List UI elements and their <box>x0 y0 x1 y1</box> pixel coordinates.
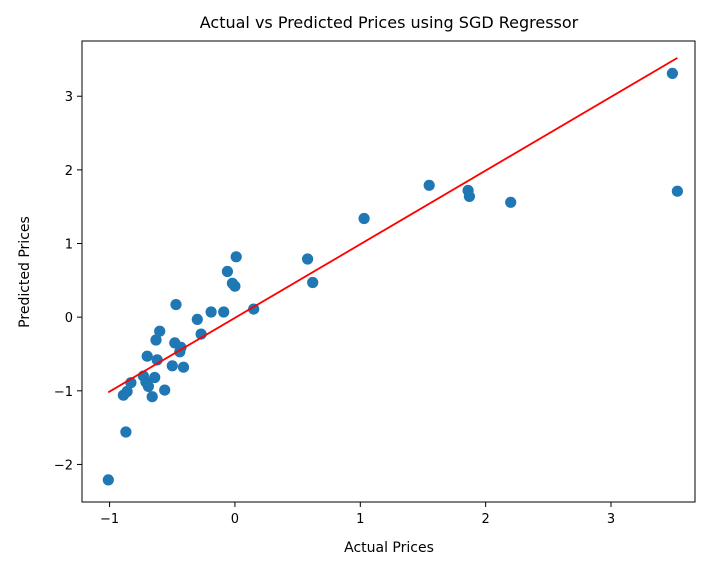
plot-marks <box>102 57 684 486</box>
data-point-3 <box>121 385 133 398</box>
x-tick-label: 0 <box>231 512 239 527</box>
data-point-9 <box>146 391 158 403</box>
data-point-11 <box>150 334 162 346</box>
data-point-14 <box>159 384 171 396</box>
x-axis-ticks: −1 0 1 2 3 <box>100 502 615 527</box>
data-point-30 <box>302 253 314 265</box>
data-point-23 <box>205 306 217 318</box>
data-point-31 <box>307 276 319 289</box>
data-point-24 <box>218 306 230 318</box>
y-axis-ticks: −2 −1 0 1 2 3 <box>54 90 82 473</box>
data-point-27 <box>229 280 241 292</box>
data-point-33 <box>423 179 435 191</box>
data-point-20 <box>177 361 190 373</box>
y-tick-label: 2 <box>65 164 73 179</box>
y-tick-label: −2 <box>54 458 73 473</box>
data-point-13 <box>154 325 166 337</box>
regression-line <box>107 57 678 394</box>
x-tick-label: 3 <box>607 512 615 527</box>
y-tick-label: −1 <box>54 385 73 400</box>
plot-frame <box>81 40 696 503</box>
data-point-21 <box>191 313 203 325</box>
y-tick-label: 0 <box>65 311 73 326</box>
x-tick-label: −1 <box>100 512 119 527</box>
data-point-8 <box>142 380 154 392</box>
chart-title: Actual vs Predicted Prices using SGD Reg… <box>200 13 579 32</box>
y-tick-label: 1 <box>65 238 73 253</box>
data-point-25 <box>221 265 233 278</box>
data-point-32 <box>358 212 370 225</box>
y-axis-label: Predicted Prices <box>17 216 33 328</box>
data-point-28 <box>230 251 242 263</box>
data-point-1 <box>120 426 132 438</box>
data-point-17 <box>170 299 182 311</box>
x-tick-label: 2 <box>482 512 490 527</box>
data-point-0 <box>102 474 114 486</box>
x-tick-label: 1 <box>356 512 364 527</box>
data-point-35 <box>463 190 475 202</box>
data-point-15 <box>166 360 178 372</box>
data-point-37 <box>666 67 679 79</box>
data-point-38 <box>671 185 684 197</box>
data-point-36 <box>505 196 517 208</box>
y-tick-label: 3 <box>65 90 73 105</box>
data-point-10 <box>149 371 161 384</box>
x-axis-label: Actual Prices <box>344 540 434 556</box>
data-point-29 <box>248 303 260 315</box>
data-point-7 <box>141 350 153 362</box>
